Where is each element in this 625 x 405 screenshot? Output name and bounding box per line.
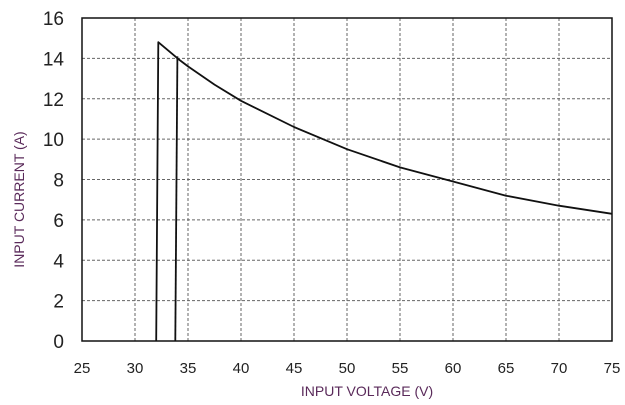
x-tick-label: 30 — [127, 360, 144, 377]
series — [155, 41, 613, 342]
y-tick-label: 6 — [53, 211, 64, 232]
y-tick-label: 10 — [43, 130, 64, 151]
y-tick-label: 2 — [53, 292, 64, 313]
y-tick-label: 4 — [53, 251, 64, 272]
grid — [82, 18, 612, 341]
y-axis-title: INPUT CURRENT (A) — [11, 131, 27, 267]
x-tick-label: 40 — [233, 360, 250, 377]
x-tick-label: 75 — [604, 360, 621, 377]
x-tick-label: 65 — [498, 360, 515, 377]
plot-frame — [81, 17, 613, 342]
y-tick-label: 8 — [53, 171, 64, 192]
x-tick-label: 25 — [74, 360, 91, 377]
y-tick-label: 12 — [43, 90, 64, 111]
x-tick-label: 45 — [286, 360, 303, 377]
x-tick-label: 60 — [445, 360, 462, 377]
y-tick-label: 16 — [43, 9, 64, 30]
y-tick-labels: 0 2 4 6 8 10 12 14 16 — [43, 9, 65, 353]
x-axis-title: INPUT VOLTAGE (V) — [301, 383, 433, 399]
x-tick-label: 70 — [551, 360, 568, 377]
x-tick-label: 35 — [180, 360, 197, 377]
x-tick-label: 55 — [392, 360, 409, 377]
x-tick-label: 50 — [339, 360, 356, 377]
series-line-2 — [174, 56, 179, 342]
y-tick-label: 14 — [43, 49, 65, 70]
series-line-1 — [155, 41, 613, 342]
y-tick-label: 0 — [53, 332, 64, 353]
x-tick-labels: 25 30 35 40 45 50 55 60 65 70 75 — [74, 360, 621, 377]
